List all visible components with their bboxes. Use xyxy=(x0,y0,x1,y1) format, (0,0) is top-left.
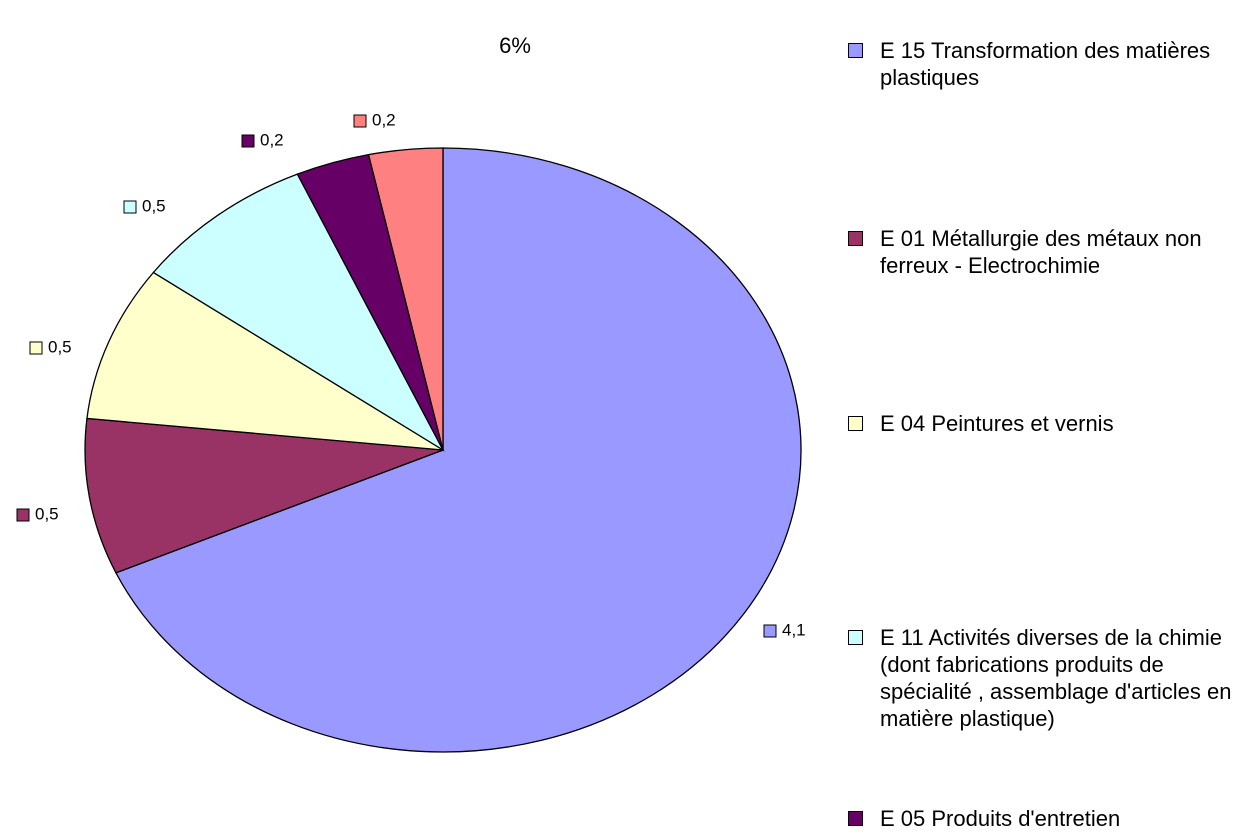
data-label: 4,1 xyxy=(782,620,806,639)
pie-slice xyxy=(84,417,444,574)
legend-label: E 05 Produits d'entretien xyxy=(880,806,1121,831)
pie-slice xyxy=(86,271,444,451)
chart-title: 6% xyxy=(499,33,531,58)
data-label: 0,5 xyxy=(142,196,166,215)
label-key xyxy=(241,134,255,148)
data-label: 0,5 xyxy=(35,504,59,523)
pie-slice xyxy=(367,147,444,451)
legend-key xyxy=(848,811,863,826)
legend-label: E 11 Activités diverses de la chimie (do… xyxy=(880,625,1232,731)
legend-label: E 04 Peintures et vernis xyxy=(880,411,1114,436)
data-label: 0,2 xyxy=(372,110,396,129)
legend-key xyxy=(848,43,863,58)
legend-key xyxy=(848,231,863,246)
pie-slice xyxy=(152,173,445,452)
legend-label: E 15 Transformation des matières plastiq… xyxy=(880,38,1211,90)
label-key xyxy=(16,508,30,522)
data-label: 0,2 xyxy=(260,130,284,149)
label-key xyxy=(29,341,43,355)
legend-key xyxy=(848,416,863,431)
legend-label: E 01 Métallurgie des métaux non ferreux … xyxy=(880,226,1202,278)
label-key xyxy=(123,200,137,214)
pie-slice xyxy=(115,147,802,753)
data-label: 0,5 xyxy=(48,337,72,356)
label-key xyxy=(763,624,777,638)
legend-key xyxy=(848,630,863,645)
label-key xyxy=(353,114,367,128)
